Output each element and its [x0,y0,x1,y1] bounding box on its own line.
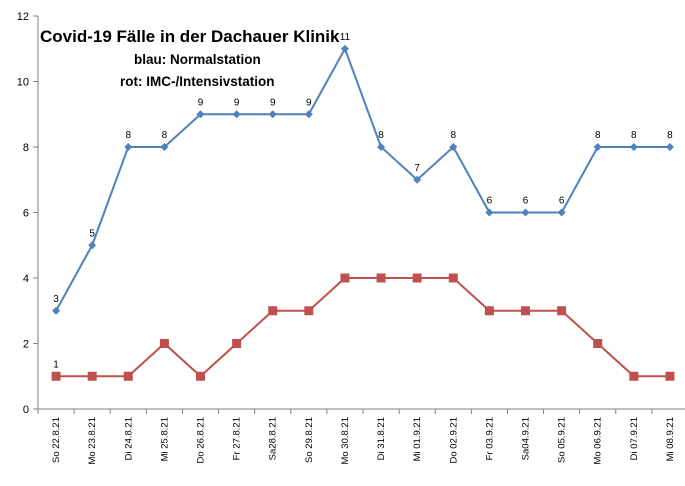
y-tick-labels: 0 2 4 6 8 10 12 [17,11,29,416]
series-0-point [449,143,458,151]
x-tick-label: So 05.9.21 [557,417,568,463]
axes [33,15,685,414]
series-0-line [55,47,670,312]
series-0-point [665,143,674,151]
x-tick-label: Mo 06.9.21 [593,417,604,465]
series-1-point [196,371,205,381]
series-1-point [412,273,422,283]
series-0-point [52,306,61,315]
x-tick-label: Mi 25.8.21 [159,417,170,461]
x-tick-label: Sa28.8.21 [268,417,279,460]
data-label: 6 [487,196,493,207]
x-tick-label: So 29.8.21 [304,417,315,463]
series-0-point [629,143,638,151]
x-tick-label: Sa04.9.21 [521,417,532,460]
x-tick-label: Mo 23.8.21 [87,417,98,465]
series-1-point [629,371,639,381]
data-label: 6 [523,196,529,207]
chart-subtitle-red: rot: IMC-/Intensivstation [120,74,275,89]
x-tick-label: Di 07.9.21 [629,417,640,460]
series-1-line [56,277,670,378]
series-1-point [376,273,386,283]
chart-subtitle-blue: blau: Normalstation [134,52,261,67]
data-label: 9 [234,97,240,108]
series-0-point [88,241,97,250]
x-tick-label: Mo 30.8.21 [340,417,351,465]
data-label: 8 [595,130,601,141]
series-0-point [413,175,422,184]
series-0-point [593,143,602,151]
data-label: 1 [53,359,59,370]
data-label: 7 [414,163,420,174]
series-1-point [557,306,567,316]
data-label: 3 [53,294,59,305]
series-1-point [448,273,458,283]
y-tick-label: 10 [17,77,29,89]
data-labels: 3 5 8 8 9 9 9 9 11 8 7 8 6 6 6 8 8 8 1 [53,32,673,371]
x-tick-label: Do 26.8.21 [196,417,207,463]
series-1-point [665,371,675,381]
series-0-point [124,143,133,151]
series-1-point [593,339,603,348]
data-label: 8 [667,130,673,141]
series-0-point [485,208,494,217]
series-0-point [340,44,349,53]
series-1-point [340,273,350,283]
series-0-point [557,208,566,217]
series-0-point [377,143,386,151]
data-label: 8 [162,130,168,141]
data-label: 8 [631,130,637,141]
y-tick-label: 4 [23,273,29,285]
series-0-point [196,110,205,119]
y-tick-label: 0 [23,404,29,416]
data-label: 8 [450,130,456,141]
series-1-point [87,371,97,381]
data-label: 8 [125,130,131,141]
series-0-point [304,110,313,119]
y-tick-label: 12 [17,11,29,23]
data-label: 5 [89,228,95,239]
y-tick-label: 8 [23,142,29,154]
x-tick-labels: So 22.8.21 Mo 23.8.21 Di 24.8.21 Mi 25.8.21… [51,417,676,465]
x-tick-label: Di 31.8.21 [376,417,387,460]
data-label: 9 [306,97,312,108]
x-tick-label: Do 02.9.21 [448,417,459,463]
y-tick-label: 6 [23,208,29,220]
series-0-point [232,110,241,119]
series-1-point [232,339,242,348]
series-0-point [160,143,169,151]
x-tick-label: Fr 27.8.21 [232,417,243,460]
chart-title: Covid-19 Fälle in der Dachauer Klinik [40,27,340,46]
y-tick-label: 2 [23,339,29,351]
series-1-point [123,371,133,381]
x-tick-label: Mi 08.9.21 [665,417,676,461]
series-0-point [268,110,277,119]
data-label: 8 [378,130,384,141]
data-label: 11 [340,32,351,43]
x-tick-label: Di 24.8.21 [123,417,134,460]
data-label: 6 [559,196,565,207]
series-1-point [268,306,278,316]
data-label: 9 [198,97,204,108]
series-group [51,44,675,381]
x-tick-label: Mi 01.9.21 [412,417,423,461]
series-1-point [159,339,169,348]
data-label: 9 [270,97,276,108]
series-1-point [51,371,61,381]
x-tick-label: Fr 03.9.21 [484,417,495,460]
series-1-point [521,306,530,316]
series-1-point [484,306,494,316]
x-tick-label: So 22.8.21 [51,417,62,463]
series-1-point [304,306,314,316]
series-0-point [521,208,530,217]
